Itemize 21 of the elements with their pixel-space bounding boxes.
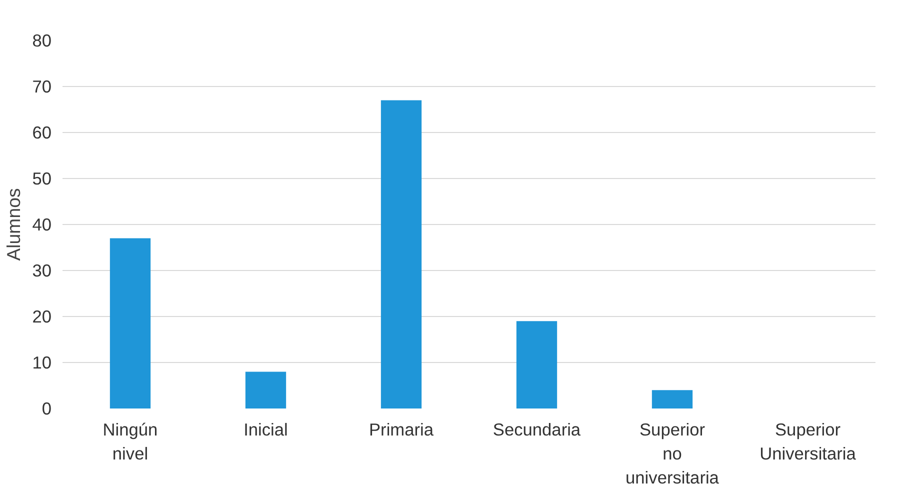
x-tick-label: Superior Universitaria — [760, 420, 856, 464]
y-tick-label: 60 — [32, 122, 52, 142]
y-tick-label: 20 — [32, 306, 52, 326]
y-tick-label: 30 — [32, 260, 52, 280]
bar — [652, 390, 693, 408]
y-tick-label: 40 — [32, 214, 52, 234]
y-tick-label: 50 — [32, 168, 52, 188]
y-tick-label: 70 — [32, 76, 52, 96]
bar — [245, 372, 286, 408]
bar — [380, 100, 422, 408]
y-tick-label: 10 — [32, 352, 52, 372]
bar — [516, 321, 558, 408]
bar — [110, 238, 151, 408]
y-tick-label: 80 — [32, 30, 52, 50]
x-tick-label: Superior no universitaria — [626, 420, 720, 488]
x-tick-label: Secundaria — [492, 420, 581, 440]
x-tick-label: Inicial — [244, 420, 288, 440]
y-tick-label: 0 — [42, 398, 52, 418]
x-tick-label: Ningún nivel — [102, 420, 158, 464]
y-axis-title: Alumnos — [3, 188, 24, 261]
x-tick-label: Primaria — [368, 420, 434, 440]
